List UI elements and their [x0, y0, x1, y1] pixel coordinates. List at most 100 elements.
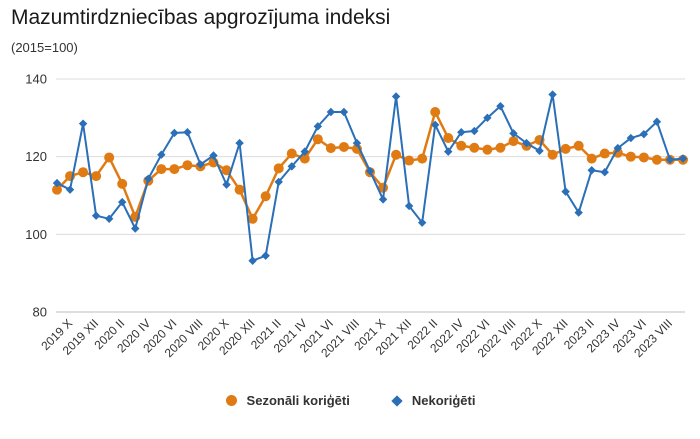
- data-point-unadjusted: [561, 187, 570, 196]
- data-point-unadjusted: [78, 119, 88, 128]
- data-point-unadjusted: [91, 211, 101, 220]
- chart-legend: Sezonāli koriģēti Nekoriģēti: [0, 393, 700, 408]
- diamond-marker-icon: [390, 394, 404, 408]
- data-point-unadjusted: [326, 107, 336, 117]
- data-point-seasonal: [156, 164, 167, 175]
- data-point-unadjusted: [300, 147, 309, 156]
- data-point-seasonal: [560, 143, 571, 154]
- data-point-unadjusted: [352, 138, 362, 148]
- data-point-unadjusted: [417, 218, 427, 227]
- data-point-seasonal: [573, 140, 584, 151]
- data-point-seasonal: [599, 148, 610, 159]
- data-point-unadjusted: [196, 160, 205, 169]
- legend-label-unadjusted: Nekoriģēti: [411, 393, 476, 408]
- data-point-unadjusted: [522, 138, 531, 148]
- legend-item-unadjusted[interactable]: Nekoriģēti: [390, 393, 476, 408]
- data-point-seasonal: [404, 155, 415, 166]
- data-point-unadjusted: [339, 107, 349, 117]
- data-point-seasonal: [221, 165, 232, 176]
- data-point-seasonal: [286, 148, 297, 159]
- data-point-unadjusted: [639, 129, 649, 139]
- data-point-unadjusted: [131, 224, 140, 233]
- data-point-seasonal: [456, 140, 467, 151]
- data-point-unadjusted: [509, 129, 518, 138]
- data-point-unadjusted: [600, 168, 609, 177]
- y-tick-label: 140: [25, 72, 47, 87]
- data-point-seasonal: [104, 152, 115, 163]
- data-point-seasonal: [247, 213, 258, 224]
- data-point-unadjusted: [65, 185, 75, 194]
- circle-marker-icon: [225, 394, 239, 408]
- data-point-seasonal: [547, 149, 558, 160]
- data-point-seasonal: [325, 143, 336, 154]
- data-point-unadjusted: [431, 120, 440, 130]
- data-point-seasonal: [234, 184, 245, 195]
- data-point-unadjusted: [118, 197, 127, 207]
- legend-color-unadjusted: [391, 394, 403, 407]
- data-point-seasonal: [638, 152, 649, 163]
- data-point-unadjusted: [574, 208, 583, 217]
- data-point-unadjusted: [470, 126, 479, 136]
- data-point-seasonal: [78, 167, 89, 178]
- data-point-unadjusted: [535, 146, 544, 156]
- data-point-seasonal: [651, 154, 662, 165]
- data-point-seasonal: [391, 149, 402, 160]
- data-point-seasonal: [430, 107, 441, 118]
- chart-title: Mazumtirdzniecības apgrozījuma indeksi: [11, 6, 391, 29]
- data-point-seasonal: [495, 142, 506, 153]
- data-point-seasonal: [338, 141, 349, 152]
- data-point-seasonal: [586, 153, 597, 164]
- data-point-seasonal: [117, 178, 128, 189]
- data-point-unadjusted: [444, 147, 453, 156]
- y-tick-label: 80: [33, 305, 47, 320]
- y-tick-label: 120: [25, 149, 47, 164]
- data-point-unadjusted: [626, 133, 636, 143]
- data-point-unadjusted: [287, 162, 296, 171]
- data-point-seasonal: [417, 153, 428, 164]
- data-point-unadjusted: [457, 128, 466, 137]
- data-point-unadjusted: [261, 251, 270, 260]
- data-point-seasonal: [508, 136, 519, 147]
- data-point-unadjusted: [378, 195, 388, 204]
- data-point-seasonal: [91, 171, 102, 182]
- data-point-seasonal: [625, 151, 636, 162]
- data-point-seasonal: [312, 134, 323, 145]
- data-point-unadjusted: [496, 101, 505, 111]
- data-point-seasonal: [443, 133, 454, 144]
- data-point-seasonal: [299, 153, 310, 164]
- data-point-seasonal: [182, 160, 193, 171]
- y-tick-label: 100: [25, 227, 47, 242]
- data-point-seasonal: [52, 184, 62, 195]
- data-point-seasonal: [612, 147, 623, 158]
- data-point-unadjusted: [144, 174, 153, 184]
- data-point-unadjusted: [652, 117, 662, 126]
- data-point-unadjusted: [313, 122, 323, 131]
- data-point-seasonal: [169, 164, 180, 175]
- data-point-unadjusted: [274, 177, 283, 187]
- data-point-unadjusted: [391, 92, 401, 101]
- data-point-unadjusted: [678, 154, 688, 163]
- data-point-unadjusted: [52, 178, 62, 188]
- data-point-unadjusted: [209, 151, 218, 160]
- data-point-unadjusted: [157, 150, 166, 159]
- data-point-seasonal: [469, 142, 480, 153]
- chart-subtitle: (2015=100): [11, 40, 78, 55]
- data-point-unadjusted: [587, 166, 596, 175]
- data-point-unadjusted: [235, 138, 244, 148]
- legend-item-seasonally-adjusted[interactable]: Sezonāli koriģēti: [225, 393, 350, 408]
- data-point-unadjusted: [365, 166, 375, 176]
- legend-color-seasonal: [225, 394, 237, 406]
- data-point-seasonal: [273, 163, 284, 174]
- data-point-seasonal: [260, 191, 271, 202]
- data-point-unadjusted: [222, 180, 231, 189]
- data-point-unadjusted: [665, 155, 675, 164]
- data-point-seasonal: [482, 144, 493, 155]
- data-point-unadjusted: [183, 128, 192, 137]
- data-point-unadjusted: [404, 201, 414, 211]
- data-point-unadjusted: [248, 256, 257, 265]
- data-point-unadjusted: [548, 90, 557, 99]
- series-line-seasonal: [56, 110, 683, 221]
- data-point-unadjusted: [170, 128, 179, 138]
- data-point-unadjusted: [613, 143, 622, 153]
